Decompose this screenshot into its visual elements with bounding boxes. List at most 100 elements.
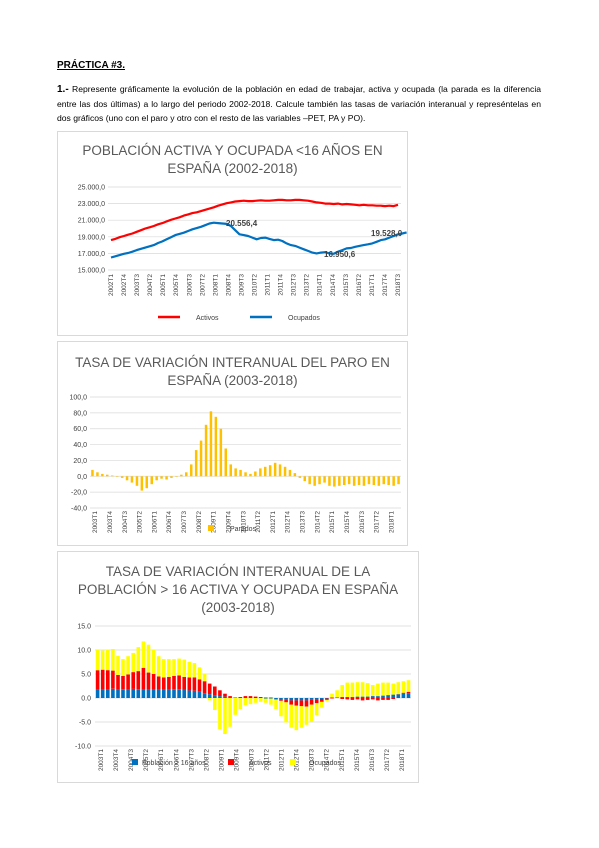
legend-swatch	[290, 759, 296, 765]
x-tick-label: 2008T2	[203, 749, 210, 771]
bar-segment	[335, 690, 339, 698]
bar-segment	[218, 698, 222, 730]
bar-segment	[177, 658, 181, 676]
bar	[125, 476, 129, 481]
x-tick-label: 2014T1	[317, 274, 324, 296]
bar-segment	[192, 663, 197, 678]
bar-segment	[192, 677, 197, 691]
bar-segment	[111, 670, 115, 689]
bar-segment	[279, 698, 283, 700]
bar-segment	[376, 698, 380, 701]
bar	[347, 476, 351, 485]
x-tick-label: 2018T1	[399, 749, 406, 771]
stacked-bar-chart-svg: 15.0 10.0 5.0 0.0 -5.0 -10.0 2003T1 2003T4 2004T…	[75, 624, 411, 771]
x-tick-label: 2012T1	[279, 749, 286, 771]
bar	[382, 476, 385, 485]
y-tick-label: 21.000,0	[78, 218, 105, 225]
bar-segment	[258, 697, 263, 698]
bar-segment	[202, 674, 207, 682]
bar-segment	[264, 697, 268, 698]
bar	[264, 466, 267, 477]
bar-segment	[376, 696, 380, 698]
bar	[362, 476, 366, 486]
bar-segment	[274, 699, 278, 700]
bar-segment	[111, 649, 115, 671]
bar-segment	[355, 696, 360, 698]
bar-segment	[279, 700, 283, 717]
bar-segment	[116, 655, 120, 675]
chart-title: TASA DE VARIACIÓN INTERANUAL DE LA POBLA…	[58, 563, 418, 617]
bar-segment	[172, 659, 176, 676]
bar-segment	[167, 689, 171, 698]
bar	[367, 476, 371, 485]
bar-segment	[376, 683, 380, 697]
bar	[392, 476, 395, 486]
bar-segment	[95, 689, 100, 698]
x-tick-label: 2011T4	[278, 274, 285, 296]
bar-segment	[304, 700, 309, 707]
bar	[120, 476, 124, 478]
bar-segment	[223, 696, 227, 698]
bar-segment	[350, 697, 355, 698]
x-tick-label: 2011T2	[255, 511, 262, 533]
bar-segment	[294, 700, 299, 706]
bar-segment	[177, 689, 181, 698]
x-tick-label: 2017T4	[382, 274, 389, 296]
x-tick-label: 2006T1	[158, 749, 165, 771]
bar	[214, 416, 218, 477]
x-tick-label: 2005T4	[173, 274, 180, 296]
bar	[180, 474, 183, 477]
bar	[249, 473, 252, 477]
y-tick-label: -40,0	[71, 506, 87, 513]
x-tick-label: 2010T3	[248, 749, 255, 771]
bar-segment	[136, 671, 141, 690]
bar-segment	[177, 675, 181, 690]
bar-segment	[223, 698, 227, 734]
y-tick-label: 25.000,0	[78, 185, 105, 192]
bar-segment	[116, 675, 120, 690]
bar-segment	[330, 698, 334, 699]
y-tick-label: 100,0	[69, 395, 87, 402]
bar	[111, 475, 114, 477]
bar-segment	[365, 698, 370, 700]
legend-label: Ocupados	[288, 315, 320, 322]
bar-segment	[386, 698, 390, 700]
bar	[96, 472, 99, 477]
exercise-text: Represente gráficamente la evolución de …	[57, 84, 542, 123]
bar-segment	[228, 696, 232, 698]
data-label: 20.556,4	[226, 219, 258, 228]
y-tick-label: 40,0	[73, 442, 87, 449]
bar-segment	[187, 677, 192, 691]
bar-segment	[274, 699, 278, 709]
bar	[303, 476, 306, 482]
y-tick-label: -5.0	[79, 720, 91, 727]
x-tick-label: 2009T4	[233, 749, 240, 771]
bar-segment	[330, 693, 334, 698]
legend-swatch-parados	[208, 525, 214, 531]
bar-segment	[156, 676, 161, 690]
bar	[219, 428, 223, 477]
bar-segment	[167, 676, 171, 690]
bar-segment	[330, 697, 334, 698]
bar-segment	[325, 699, 329, 702]
bar	[343, 476, 346, 485]
bar	[209, 411, 213, 477]
x-tick-label: 2016T3	[359, 511, 366, 533]
bar-segment	[299, 700, 304, 707]
bar	[106, 474, 109, 477]
bar	[101, 473, 104, 477]
bar-segment	[106, 689, 110, 698]
bar-segment	[207, 694, 212, 698]
bar-segment	[197, 667, 202, 680]
y-tick-label: 23.000,0	[78, 201, 105, 208]
x-tick-label: 2014T4	[330, 274, 337, 296]
bar-segment	[320, 699, 324, 702]
bar-segment	[146, 644, 151, 673]
bar-segment	[264, 698, 268, 703]
bar-segment	[289, 698, 293, 701]
bar	[115, 476, 119, 477]
bar-segment	[340, 697, 344, 698]
bar-segment	[325, 698, 329, 700]
x-tick-label: 2009T4	[225, 511, 232, 533]
bar	[155, 476, 158, 481]
